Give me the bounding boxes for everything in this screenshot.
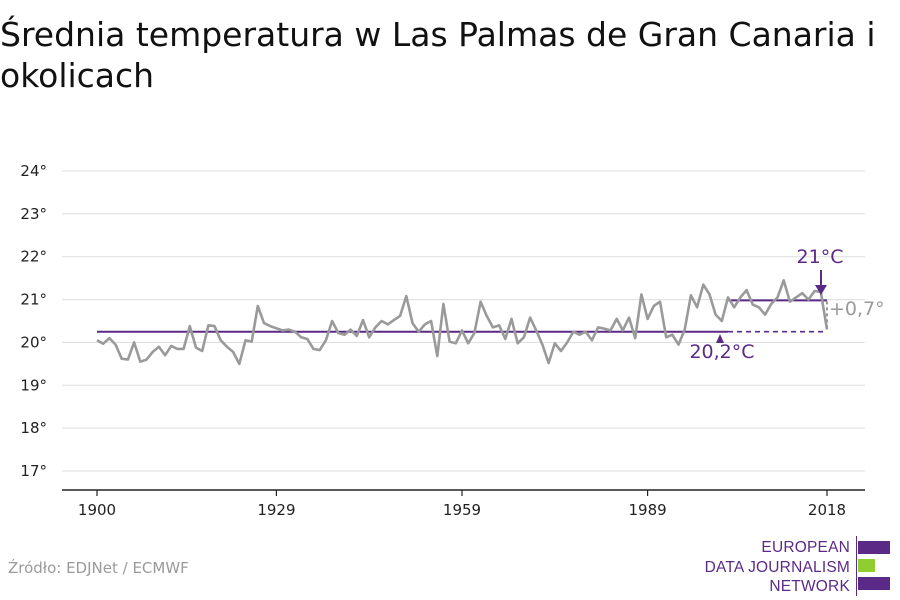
temperature-series-line	[96, 279, 829, 366]
recent-average-label: 21°C	[797, 246, 844, 268]
x-tick-label-1900: 1900	[78, 501, 116, 519]
edjnet-logo: EUROPEAN DATA JOURNALISM NETWORK	[690, 536, 900, 596]
x-axis-ticks: 1900 1929 1959 1989 2018	[78, 490, 846, 519]
x-tick-label-1929: 1929	[257, 501, 295, 519]
logo-text: EUROPEAN DATA JOURNALISM NETWORK	[705, 538, 850, 597]
logo-line-1: EUROPEAN	[761, 539, 850, 556]
x-tick-label-1959: 1959	[443, 501, 481, 519]
baseline-average-arrowhead	[716, 334, 724, 343]
logo-bar-top	[858, 541, 890, 554]
y-tick-label-21: 21°	[20, 291, 47, 309]
logo-rule	[856, 536, 857, 596]
y-tick-label-19: 19°	[20, 376, 47, 394]
recent-average-arrowhead	[815, 285, 827, 295]
logo-line-2: DATA JOURNALISM	[704, 558, 850, 576]
x-tick-label-2018: 2018	[808, 501, 846, 519]
source-note: Źródło: EDJNet / ECMWF	[8, 559, 189, 577]
y-tick-label-23: 23°	[20, 205, 47, 223]
y-axis-tick-labels: 17° 18° 19° 20° 21° 22° 23° 24°	[20, 162, 47, 480]
chart-gridlines	[62, 170, 865, 472]
logo-line-3: NETWORK	[769, 578, 850, 595]
y-tick-label-18: 18°	[20, 419, 47, 437]
y-tick-label-20: 20°	[20, 333, 47, 351]
y-tick-label-24: 24°	[20, 162, 47, 180]
average-lines	[97, 299, 827, 333]
difference-label: +0,7°	[829, 298, 885, 320]
y-tick-label-17: 17°	[20, 462, 47, 480]
logo-bar-middle	[858, 559, 875, 572]
x-tick-label-1989: 1989	[628, 501, 666, 519]
y-tick-label-22: 22°	[20, 248, 47, 266]
baseline-average-label: 20,2°C	[689, 341, 754, 363]
annotations: +0,7° 21°C 20,2°C	[689, 246, 884, 363]
chart-title: Średnia temperatura w Las Palmas de Gran…	[0, 15, 876, 95]
logo-bar-bottom	[858, 577, 890, 590]
